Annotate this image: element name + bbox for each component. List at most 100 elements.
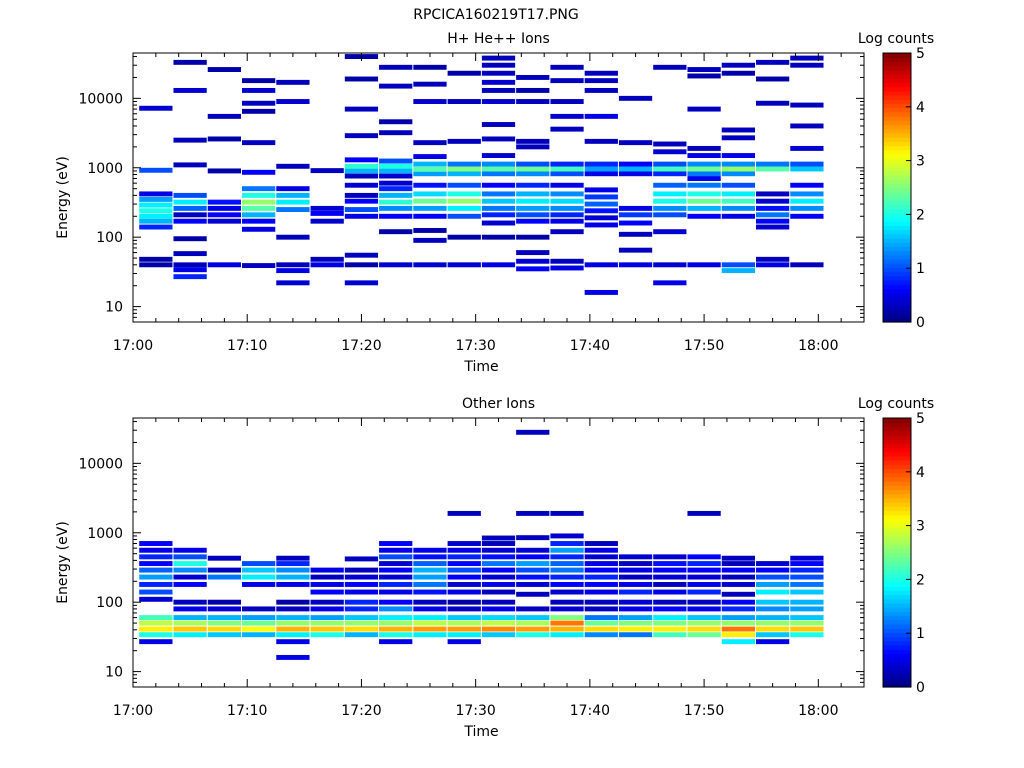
heatmap-cell [653,161,687,167]
heatmap-cell [721,62,755,68]
colorbar-swatch [883,111,911,117]
heatmap-cell [516,234,550,240]
heatmap-cell [139,582,173,587]
heatmap-cell [447,510,481,516]
heatmap-cell [790,561,824,567]
colorbar-swatch [883,619,911,625]
heatmap-cell [550,229,584,235]
heatmap-cell [242,192,276,198]
colorbar-swatch [883,275,911,281]
colorbar-swatch [883,649,911,654]
colorbar-swatch [883,481,911,486]
colorbar-swatch [883,120,911,126]
heatmap-cell [242,626,276,632]
colorbar-swatch [883,78,911,84]
heatmap-cell [516,182,550,188]
heatmap-cell [344,262,379,268]
heatmap-cell [242,186,276,192]
colorbar-swatch [883,86,911,92]
y-tick-label: 1000 [87,161,123,177]
heatmap-cell [687,191,721,197]
heatmap-cell [755,615,790,621]
colorbar-swatch [883,527,911,533]
heatmap-cell [310,582,344,587]
heatmap-cell [755,218,790,224]
heatmap-cell [173,274,207,280]
heatmap-cell [584,547,618,553]
heatmap-cell [550,554,584,560]
heatmap-cell [276,555,310,561]
heatmap-cell [379,83,413,89]
colorbar-swatch [883,179,911,184]
x-tick-label: 17:10 [227,338,267,354]
page-title: RPCICA160219T17.PNG [413,7,578,23]
heatmap-cell [516,429,550,435]
colorbar-swatch [883,615,911,621]
heatmap-cell [413,182,447,188]
colorbar-swatch [883,577,911,583]
heatmap-cell [790,582,824,587]
heatmap-cell [242,561,276,567]
heatmap-cell [242,615,276,621]
heatmap-cell [550,218,584,224]
heatmap-cell [481,171,516,177]
heatmap-cell [721,166,755,172]
heatmap-cell [687,213,721,219]
heatmap-cell [242,218,276,224]
heatmap-cell [481,620,516,626]
heatmap-cell [344,163,379,169]
heatmap-cell [242,620,276,626]
heatmap-cell [790,589,824,595]
y-tick-label: 10 [105,300,123,316]
heatmap-cell [310,606,344,612]
heatmap-cell [790,182,824,188]
heatmap-cell [344,567,379,573]
heatmap-cell [550,547,584,553]
heatmap-cell [481,220,516,226]
heatmap-cell [653,632,687,638]
heatmap-cell [139,105,173,111]
heatmap-cell [447,198,481,204]
colorbar-swatch [883,99,911,105]
heatmap-cell [584,87,618,93]
colorbar-swatch [883,107,911,113]
heatmap-cell [379,561,413,567]
heatmap-cell [584,201,618,207]
heatmap-cell [379,186,413,192]
heatmap-cell [653,191,687,197]
heatmap-cell [310,262,344,268]
heatmap-cell [618,231,653,237]
heatmap-cell [481,234,516,240]
heatmap-cell [207,218,242,224]
heatmap-cell [516,574,550,580]
colorbar-frame [882,52,912,323]
heatmap-cell [379,541,413,546]
heatmap-cell [344,182,379,188]
heatmap-cell [276,582,310,587]
heatmap-cell [379,615,413,621]
heatmap-cell [242,140,276,146]
y-axis-label: Energy (eV) [55,521,71,604]
heatmap-cell [413,574,447,580]
heatmap-cell [516,554,550,560]
colorbar-swatch [883,170,911,176]
heatmap-cell [379,599,413,605]
heatmap-cell [618,606,653,612]
heatmap-cell [447,561,481,567]
heatmap-cell [242,169,276,175]
heatmap-cell [379,639,413,645]
heatmap-cell [790,574,824,580]
colorbar-swatch [883,514,911,520]
heatmap-cell [584,620,618,626]
heatmap-cell [139,567,173,573]
heatmap-cell [550,541,584,546]
heatmap-cell [481,574,516,580]
colorbar-swatch [883,69,911,75]
heatmap-cell [687,510,721,516]
colorbar-swatch [883,57,911,63]
heatmap-cell [139,202,173,208]
heatmap-cell [276,99,310,104]
colorbar-swatch [883,65,911,71]
colorbar-label: Log counts [858,396,934,412]
colorbar-swatch [883,132,911,138]
